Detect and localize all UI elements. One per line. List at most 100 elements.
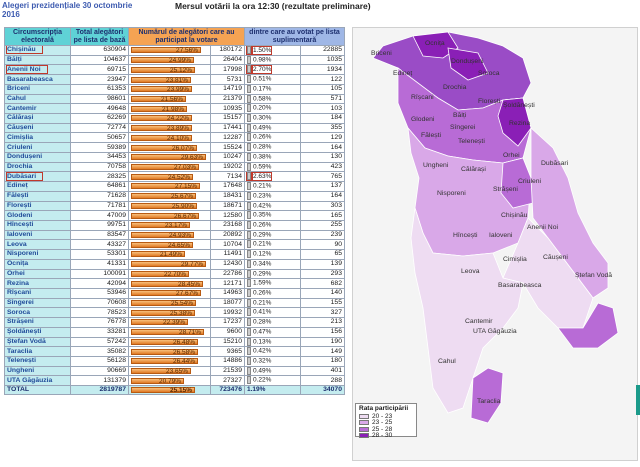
district-name[interactable]: Glodeni	[4, 210, 71, 221]
table-row[interactable]: Cantemir 49648 21.98% 10935 0.20% 103	[4, 103, 345, 115]
table-row[interactable]: Fălești 71628 25.67% 18431 0.23% 164	[4, 190, 345, 202]
turnout-bar: 24.10%	[131, 134, 192, 142]
turnout-percent: 26.44%	[172, 358, 195, 366]
header-district[interactable]: Circumscripția electorală	[4, 27, 71, 46]
table-row[interactable]: Ungheni 90669 23.65% 21539 0.49% 401	[4, 365, 345, 377]
turnout-bar: 21.49%	[131, 251, 185, 258]
district-name[interactable]: Nisporeni	[4, 249, 71, 260]
district-name[interactable]: Cantemir	[4, 103, 71, 115]
district-name[interactable]: Bălți	[4, 54, 71, 66]
district-name[interactable]: Ialoveni	[4, 229, 71, 241]
map-region-transnistria[interactable]	[530, 127, 609, 299]
map-region-taraclia[interactable]	[470, 367, 504, 424]
district-name[interactable]: Florești	[4, 200, 71, 212]
district-name[interactable]: Anenii Noi	[4, 64, 71, 76]
supp-count: 129	[300, 132, 345, 144]
table-row[interactable]: Dondușeni 34453 29.63% 10247 0.38% 130	[4, 151, 345, 163]
votes-count: 17441	[210, 122, 245, 134]
table-row[interactable]: Strășeni 76778 22.39% 17237 0.28% 213	[4, 317, 345, 328]
table-row[interactable]: Criuleni 59389 26.07% 15524 0.28% 164	[4, 142, 345, 153]
table-row[interactable]: Șoldănești 33281 28.71% 9600 0.47% 156	[4, 326, 345, 338]
supp-percent: 0.34%	[253, 260, 272, 268]
district-name[interactable]: Cahul	[4, 93, 71, 105]
table-row[interactable]: Glodeni 47009 26.67% 12580 0.35% 165	[4, 210, 345, 221]
district-name[interactable]: Călărași	[4, 113, 71, 124]
votes-count: 18077	[210, 297, 245, 309]
turnout-bar: 24.52%	[131, 173, 193, 181]
table-row[interactable]: Cimișlia 50657 24.10% 12287 0.26% 129	[4, 132, 345, 144]
district-name[interactable]: Chișinău	[4, 45, 71, 56]
table-row[interactable]: Căușeni 72774 23.89% 17441 0.49% 355	[4, 122, 345, 134]
district-name[interactable]: Orhei	[4, 268, 71, 280]
page-scrollbar[interactable]	[636, 385, 640, 415]
table-row[interactable]: Dubăsari 28325 24.52% 7134 2.63% 765	[4, 171, 345, 183]
district-name[interactable]: Ocnița	[4, 258, 71, 270]
turnout-bar-cell: 25.12%	[128, 64, 211, 76]
table-row[interactable]: Orhei 100091 22.70% 22786 0.29% 293	[4, 268, 345, 280]
turnout-bar: 26.67%	[131, 212, 199, 219]
turnout-bar: 26.58%	[131, 348, 198, 356]
table-row[interactable]: Hîncești 99751 23.17% 23168 0.26% 255	[4, 219, 345, 231]
header-supplementary[interactable]: dintre care au votat pe lista suplimenta…	[244, 27, 345, 46]
table-row[interactable]: Ocnița 41331 29.77% 12430 0.34% 139	[4, 258, 345, 270]
district-name[interactable]: Dondușeni	[4, 151, 71, 163]
district-name[interactable]: Cimișlia	[4, 132, 71, 144]
table-row[interactable]: Florești 71781 25.90% 18671 0.42% 303	[4, 200, 345, 212]
district-name[interactable]: Ungheni	[4, 365, 71, 377]
table-row[interactable]: Călărași 62269 24.22% 15157 0.30% 184	[4, 113, 345, 124]
district-name[interactable]: Rezina	[4, 278, 71, 289]
table-row[interactable]: Rîșcani 53946 27.67% 14963 0.26% 140	[4, 287, 345, 299]
table-row[interactable]: Cahul 98601 21.56% 21379 0.58% 571	[4, 93, 345, 105]
table-row[interactable]: UTA Găgăuzia 131379 20.79% 27327 0.22% 2…	[4, 375, 345, 387]
district-name[interactable]: Căușeni	[4, 122, 71, 134]
turnout-percent: 24.93%	[168, 232, 191, 240]
district-name[interactable]: Ștefan Vodă	[4, 336, 71, 348]
table-row[interactable]: Briceni 61353 23.99% 14719 0.17% 105	[4, 83, 345, 95]
table-row[interactable]: Sîngerei 70608 25.54% 18077 0.21% 155	[4, 297, 345, 309]
table-row[interactable]: Anenii Noi 69715 25.12% 17998 2.70% 1934	[4, 64, 345, 76]
header-participants[interactable]: Numărul de alegători care au participat …	[128, 27, 245, 46]
district-name[interactable]: Taraclia	[4, 346, 71, 357]
district-name[interactable]: Edineț	[4, 181, 71, 192]
district-name[interactable]: Șoldănești	[4, 326, 71, 338]
district-name[interactable]: Leova	[4, 239, 71, 251]
district-name[interactable]: Basarabeasca	[4, 74, 71, 85]
map-region-stefan-voda[interactable]	[557, 302, 619, 349]
supp-percent: 2.70%	[251, 65, 273, 74]
turnout-bar-cell: 26.07%	[128, 142, 211, 153]
district-name[interactable]: Sîngerei	[4, 297, 71, 309]
map-label-25: Ialoveni	[489, 232, 513, 239]
table-row[interactable]: Basarabeasca 23947 23.81% 5731 0.51% 122	[4, 74, 345, 85]
district-name[interactable]: Drochia	[4, 161, 71, 173]
district-name[interactable]: Rîșcani	[4, 287, 71, 299]
district-name[interactable]: Strășeni	[4, 317, 71, 328]
table-row[interactable]: Leova 43327 24.65% 10704 0.21% 90	[4, 239, 345, 251]
header-total-voters[interactable]: Total alegători pe lista de bază	[70, 27, 129, 46]
votes-count: 18431	[210, 190, 245, 202]
district-name[interactable]: Criuleni	[4, 142, 71, 153]
district-name[interactable]: Briceni	[4, 83, 71, 95]
district-name[interactable]: UTA Găgăuzia	[4, 375, 71, 387]
district-name[interactable]: Telenești	[4, 356, 71, 367]
table-row[interactable]: Bălți 104637 24.99% 26404 0.98% 1035	[4, 54, 345, 66]
table-row[interactable]: Telenești 56128 26.44% 14886 0.32% 180	[4, 356, 345, 367]
district-name[interactable]: Hîncești	[4, 219, 71, 231]
map-region-south-west[interactable]	[410, 207, 524, 414]
table-row[interactable]: Edineț 64861 27.15% 17648 0.21% 137	[4, 181, 345, 192]
map-region-donduseni[interactable]	[447, 47, 489, 81]
table-row[interactable]: Taraclia 35082 26.58% 9365 0.42% 149	[4, 346, 345, 357]
table-row[interactable]: Soroca 78523 25.38% 19932 0.41% 327	[4, 307, 345, 319]
table-row[interactable]: Drochia 70758 27.03% 19202 0.59% 423	[4, 161, 345, 173]
table-row[interactable]: Nisporeni 53301 21.49% 11491 0.12% 65	[4, 249, 345, 260]
district-name[interactable]: Dubăsari	[4, 171, 71, 183]
district-name[interactable]: Soroca	[4, 307, 71, 319]
table-row[interactable]: Chișinău 630904 27.56% 180172 1.50% 2288…	[4, 45, 345, 56]
turnout-bar-cell: 26.58%	[128, 346, 211, 357]
table-row[interactable]: Rezina 42094 28.45% 12171 1.59% 682	[4, 278, 345, 289]
supp-percent-cell: 0.49%	[244, 365, 301, 377]
table-row[interactable]: Ialoveni 83547 24.93% 20892 0.29% 239	[4, 229, 345, 241]
map-region-rezina[interactable]	[497, 97, 532, 147]
total-voters: 72774	[70, 122, 129, 134]
table-row[interactable]: Ștefan Vodă 57242 26.48% 15210 0.13% 190	[4, 336, 345, 348]
district-name[interactable]: Fălești	[4, 190, 71, 202]
